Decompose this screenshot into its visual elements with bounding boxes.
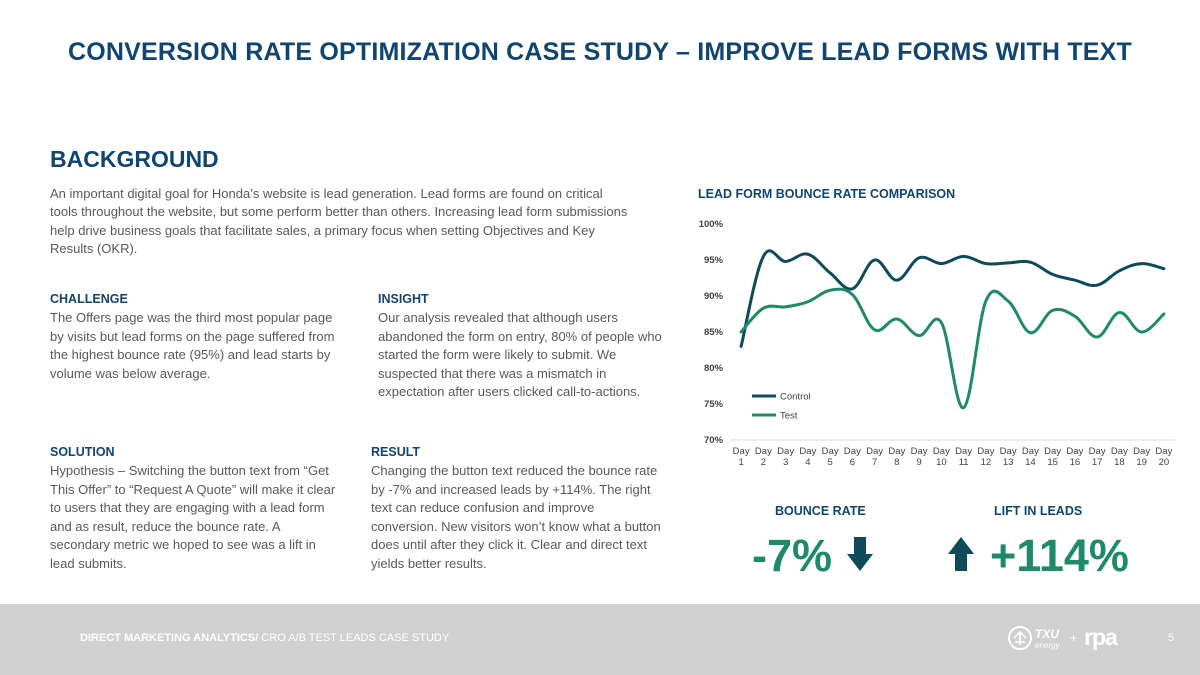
legend-label-test: Test <box>780 411 798 422</box>
page-title: CONVERSION RATE OPTIMIZATION CASE STUDY … <box>67 38 1133 66</box>
solution-heading: SOLUTION <box>50 445 115 459</box>
footer-caption: DIRECT MARKETING ANALYTICS/ CRO A/B TEST… <box>80 632 449 644</box>
x-tick-label: Day 2 <box>755 446 772 468</box>
x-tick-label: Day 19 <box>1133 446 1150 468</box>
y-tick-label: 90% <box>704 291 724 302</box>
bounce-rate-chart: 70% 75% 80% 85% 90% 95% 100% Day 1 Day 2 Day 3 Day 4 Da… <box>699 219 1175 468</box>
result-text: Changing the button text reduced the bou… <box>371 463 661 571</box>
x-tick-label: Day 15 <box>1044 446 1061 468</box>
solution-text: Hypothesis – Switching the button text f… <box>50 463 336 571</box>
series-line-test <box>739 287 1166 410</box>
y-tick-label: 95% <box>704 255 724 266</box>
svg-text:rpa: rpa <box>1084 624 1118 650</box>
footer-subtitle: CRO A/B TEST LEADS CASE STUDY <box>258 632 450 644</box>
x-tick-label: Day 4 <box>799 446 816 468</box>
challenge-heading: CHALLENGE <box>50 292 128 306</box>
x-tick-label: Day 17 <box>1089 446 1106 468</box>
challenge-text: The Offers page was the third most popul… <box>50 310 335 381</box>
y-tick-label: 100% <box>699 219 724 230</box>
x-tick-label: Day 10 <box>933 446 950 468</box>
x-tick-label: Day 6 <box>844 446 861 468</box>
txu-energy-logo: TXU energy <box>1008 626 1060 650</box>
chart-title: LEAD FORM BOUNCE RATE COMPARISON <box>698 187 956 201</box>
y-tick-label: 70% <box>704 435 724 446</box>
insight-heading: INSIGHT <box>378 292 429 306</box>
bounce-rate-label: BOUNCE RATE <box>775 504 866 518</box>
x-tick-label: Day 9 <box>911 446 928 468</box>
x-tick-label: Day 14 <box>1022 446 1039 468</box>
footer-bar <box>0 604 1200 675</box>
result-heading: RESULT <box>371 445 421 459</box>
x-tick-label: Day 7 <box>866 446 883 468</box>
y-tick-label: 80% <box>704 363 724 374</box>
x-tick-label: Day 3 <box>777 446 794 468</box>
logo-separator: + <box>1070 631 1078 645</box>
x-tick-label: Day 18 <box>1111 446 1128 468</box>
x-tick-label: Day 13 <box>1000 446 1017 468</box>
rpa-logo: rpa <box>1084 624 1119 650</box>
bounce-rate-value: -7% <box>752 530 833 581</box>
x-tick-label: Day 11 <box>955 446 972 468</box>
footer-section: DIRECT MARKETING ANALYTICS/ <box>80 632 259 644</box>
x-tick-label: Day 20 <box>1155 446 1172 468</box>
insight-text: Our analysis revealed that although user… <box>378 310 662 400</box>
y-tick-label: 75% <box>704 399 724 410</box>
legend-label-control: Control <box>780 392 811 403</box>
svg-text:energy: energy <box>1035 641 1060 650</box>
x-tick-label: Day 1 <box>733 446 750 468</box>
lift-in-leads-label: LIFT IN LEADS <box>994 504 1083 518</box>
page-number: 5 <box>1168 632 1175 644</box>
background-heading: BACKGROUND <box>50 146 219 172</box>
x-tick-label: Day 5 <box>822 446 839 468</box>
lift-in-leads-value: +114% <box>990 530 1129 581</box>
svg-text:TXU: TXU <box>1035 627 1059 641</box>
x-tick-label: Day 8 <box>888 446 905 468</box>
x-tick-label: Day 16 <box>1066 446 1083 468</box>
y-tick-label: 85% <box>704 327 724 338</box>
background-text: An important digital goal for Honda’s we… <box>50 186 628 256</box>
arrow-down-icon <box>847 537 873 571</box>
series-line-control <box>739 249 1166 348</box>
x-tick-label: Day 12 <box>977 446 994 468</box>
arrow-up-icon <box>948 537 974 571</box>
